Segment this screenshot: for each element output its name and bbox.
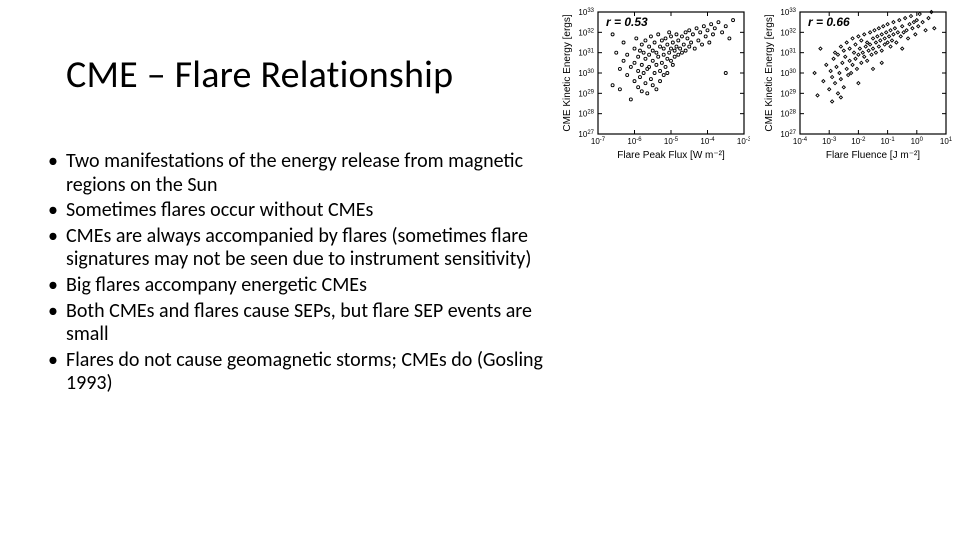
- svg-text:r = 0.53: r = 0.53: [606, 15, 648, 29]
- svg-text:10-5: 10-5: [664, 137, 679, 146]
- scatter-chart-fluence: 10-410-310-210-1100101102710281029103010…: [762, 6, 952, 164]
- svg-text:10-4: 10-4: [700, 137, 715, 146]
- bullet-item: Sometimes flares occur without CMEs: [48, 199, 558, 223]
- svg-text:10-2: 10-2: [851, 137, 866, 146]
- svg-text:10-1: 10-1: [880, 137, 895, 146]
- svg-text:CME Kinetic Energy [ergs]: CME Kinetic Energy [ergs]: [562, 14, 573, 131]
- bullet-item: Flares do not cause geomagnetic storms; …: [48, 349, 558, 396]
- svg-text:r = 0.66: r = 0.66: [808, 15, 850, 29]
- svg-text:10-7: 10-7: [591, 137, 606, 146]
- svg-text:1031: 1031: [578, 49, 594, 58]
- svg-text:10-3: 10-3: [737, 137, 750, 146]
- bullet-item: CMEs are always accompanied by flares (s…: [48, 225, 558, 272]
- svg-text:1031: 1031: [780, 49, 796, 58]
- bullet-item: Both CMEs and flares cause SEPs, but fla…: [48, 300, 558, 347]
- svg-text:1030: 1030: [780, 69, 796, 78]
- svg-text:10-3: 10-3: [822, 137, 837, 146]
- svg-text:CME Kinetic Energy [ergs]: CME Kinetic Energy [ergs]: [764, 14, 775, 131]
- svg-text:100: 100: [911, 137, 924, 146]
- svg-text:1030: 1030: [578, 69, 594, 78]
- svg-text:1032: 1032: [578, 28, 594, 37]
- svg-text:Flare Fluence [J m⁻²]: Flare Fluence [J m⁻²]: [826, 150, 920, 161]
- svg-text:101: 101: [940, 137, 952, 146]
- svg-text:1029: 1029: [578, 89, 594, 98]
- svg-text:1028: 1028: [780, 110, 796, 119]
- svg-text:10-4: 10-4: [793, 137, 808, 146]
- svg-text:1029: 1029: [780, 89, 796, 98]
- chart-group: 10-710-610-510-410-310271028102910301031…: [560, 6, 952, 164]
- svg-text:1028: 1028: [578, 110, 594, 119]
- svg-text:1033: 1033: [780, 8, 796, 17]
- bullet-item: Two manifestations of the energy release…: [48, 150, 558, 197]
- slide-root: CME – Flare Relationship Two manifestati…: [0, 0, 960, 540]
- svg-text:10-6: 10-6: [627, 137, 642, 146]
- svg-text:1032: 1032: [780, 28, 796, 37]
- svg-text:1033: 1033: [578, 8, 594, 17]
- bullet-item: Big flares accompany energetic CMEs: [48, 274, 558, 298]
- scatter-chart-flux: 10-710-610-510-410-310271028102910301031…: [560, 6, 750, 164]
- svg-text:Flare Peak Flux [W m⁻²]: Flare Peak Flux [W m⁻²]: [617, 150, 725, 161]
- slide-title: CME – Flare Relationship: [66, 52, 453, 98]
- bullet-list: Two manifestations of the energy release…: [48, 150, 558, 398]
